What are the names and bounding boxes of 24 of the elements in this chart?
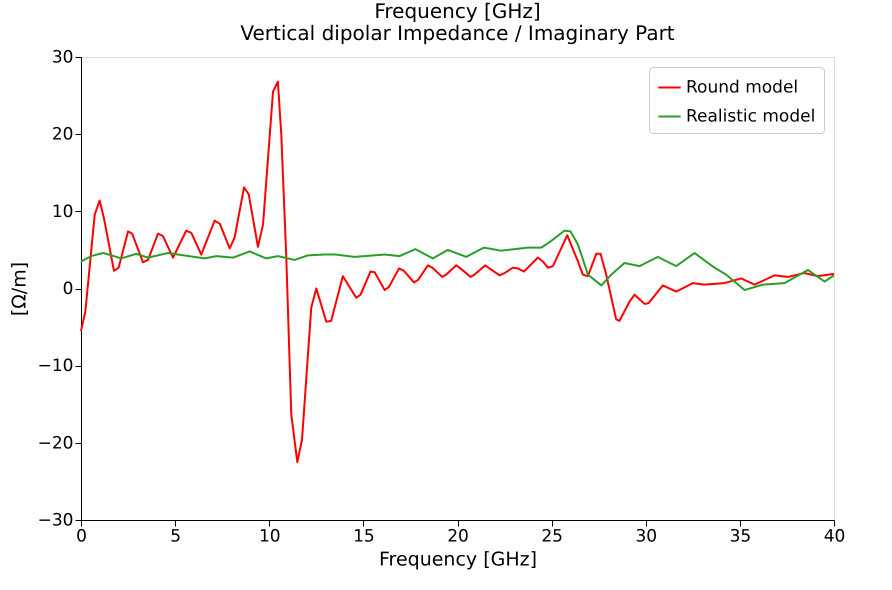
x-axis-title: Frequency [GHz] <box>378 548 538 570</box>
x-tick-label: 15 <box>353 526 375 546</box>
y-tick-label: −30 <box>38 510 74 530</box>
y-tick-label: 10 <box>52 202 74 222</box>
x-tick-label: 10 <box>258 526 281 546</box>
legend-label: Round model <box>686 78 798 98</box>
legend-label: Realistic model <box>686 106 816 126</box>
x-tick-label: 20 <box>447 526 469 546</box>
chart-title: Vertical dipolar Impedance / Imaginary Part <box>240 21 675 45</box>
x-tick-label: 35 <box>730 526 752 546</box>
x-tick-label: 30 <box>635 526 658 546</box>
x-tick-label: 0 <box>76 526 87 546</box>
y-tick-label: −10 <box>38 356 74 376</box>
y-tick-label: 20 <box>52 124 74 145</box>
x-tick-label: 5 <box>170 526 182 546</box>
y-tick-label: −20 <box>38 433 74 454</box>
y-tick-label: 0 <box>62 279 74 299</box>
x-tick-label: 25 <box>541 526 563 546</box>
x-tick-label: 40 <box>824 526 846 546</box>
line-series <box>80 80 835 464</box>
y-axis-title: [Ω/m] <box>8 262 31 316</box>
y-tick-label: 30 <box>52 48 74 68</box>
line-series <box>80 230 835 292</box>
text: Frequency [GHz] <box>374 0 541 23</box>
